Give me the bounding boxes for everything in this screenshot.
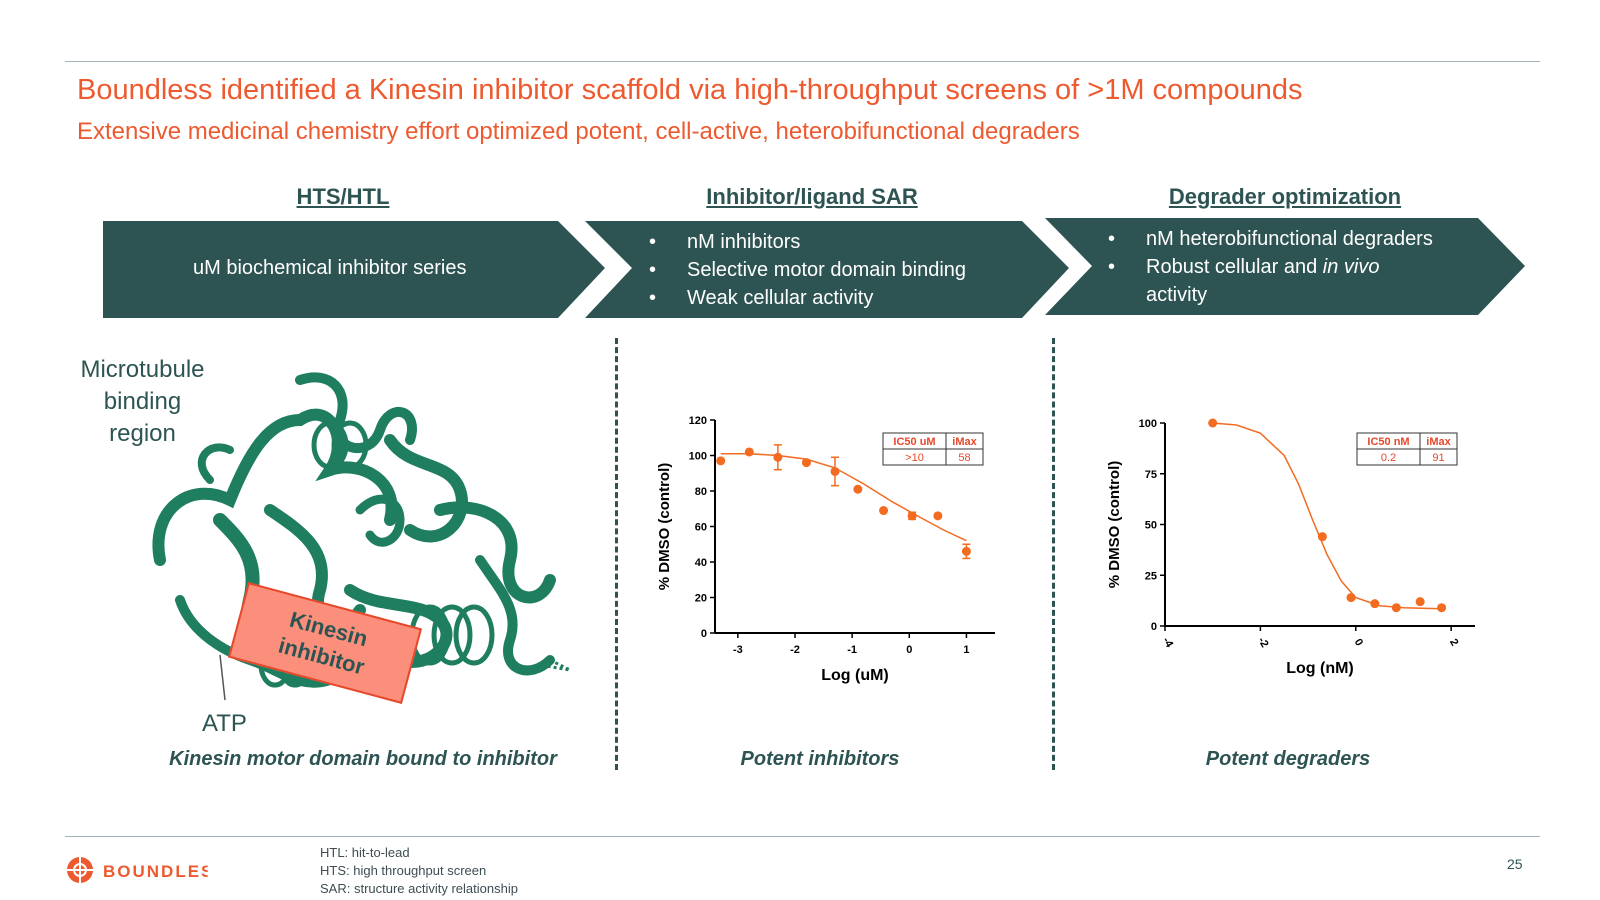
separator-dashed — [1052, 338, 1055, 770]
slide-title: Boundless identified a Kinesin inhibitor… — [77, 74, 1303, 106]
atp-label: ATP — [202, 710, 247, 737]
data-point — [1208, 418, 1218, 428]
x-tick-label: -4 — [1160, 635, 1176, 650]
bottom-rule — [65, 836, 1540, 837]
ic50-table-value: 58 — [958, 452, 970, 464]
x-tick-label: -2 — [790, 644, 800, 656]
x-tick-label: 2 — [1447, 637, 1460, 648]
data-point — [801, 458, 811, 468]
chevron-text-degrader: nM heterobifunctional degraders Robust c… — [1104, 225, 1433, 309]
y-tick-label: 50 — [1145, 520, 1157, 532]
ic50-table-header: iMax — [952, 436, 977, 448]
data-point — [1437, 603, 1447, 613]
chevron-text-hts: uM biochemical inhibitor series — [193, 257, 466, 280]
y-tick-label: 20 — [695, 593, 707, 605]
ic50-table-value: 0.2 — [1381, 452, 1396, 464]
sar-item: nM inhibitors — [645, 228, 966, 256]
x-tick-label: 0 — [1352, 637, 1365, 648]
y-tick-label: 100 — [1139, 418, 1157, 430]
data-point — [853, 484, 863, 494]
y-tick-label: 25 — [1145, 570, 1157, 582]
kinesin-protein-structure — [152, 372, 571, 701]
degrader-dose-response-chart: 0 25 50 75 100 -4 -2 0 2 Log (nM) % DMSO (control)… — [1106, 418, 1475, 677]
stage-heading-degrader: Degrader optimization — [1168, 184, 1402, 209]
ic50-table-value: 91 — [1432, 452, 1444, 464]
y-axis-label: % DMSO (control) — [656, 463, 673, 591]
y-tick-label: 0 — [1151, 621, 1157, 633]
ic50-table-header: IC50 uM — [893, 436, 935, 448]
caption-inhibitors: Potent inhibitors — [740, 748, 900, 770]
caption-degraders: Potent degraders — [1205, 748, 1371, 770]
data-point — [1317, 532, 1327, 542]
data-point — [1415, 597, 1425, 607]
ic50-table-header: iMax — [1426, 436, 1451, 448]
data-point — [773, 452, 783, 462]
y-tick-label: 120 — [689, 415, 707, 427]
caption-protein: Kinesin motor domain bound to inhibitor — [169, 748, 557, 770]
data-point — [744, 447, 754, 457]
sar-item: Selective motor domain binding — [645, 256, 966, 284]
ic50-table-value: >10 — [905, 452, 924, 464]
hts-item: uM biochemical inhibitor series — [193, 257, 467, 279]
x-tick-label: 1 — [963, 644, 969, 656]
y-axis-label: % DMSO (control) — [1106, 461, 1123, 589]
x-tick-label: -3 — [733, 644, 743, 656]
separator-dashed — [615, 338, 618, 770]
page-number: 25 — [1507, 856, 1523, 872]
degrader-item: nM heterobifunctional degraders — [1104, 225, 1433, 253]
y-tick-label: 60 — [695, 522, 707, 534]
boundless-logo-text: BOUNDLESS — [103, 862, 228, 881]
top-rule — [65, 61, 1540, 62]
y-tick-label: 100 — [689, 451, 707, 463]
x-tick-label: 0 — [906, 644, 912, 656]
slide-subtitle: Extensive medicinal chemistry effort opt… — [77, 118, 1080, 145]
chevron-hts — [103, 221, 605, 318]
data-point — [1370, 599, 1380, 609]
data-point — [907, 511, 917, 521]
x-tick-label: -1 — [847, 644, 857, 656]
y-tick-label: 75 — [1145, 469, 1157, 481]
stage-heading-hts: HTS/HTL — [296, 184, 390, 209]
y-tick-label: 80 — [695, 486, 707, 498]
data-point — [961, 546, 971, 556]
x-axis-label: Log (uM) — [821, 667, 889, 684]
sar-item: Weak cellular activity — [645, 284, 966, 312]
data-point — [830, 466, 840, 476]
data-point — [1391, 603, 1401, 613]
fit-curve — [720, 452, 967, 542]
footnotes: HTL: hit-to-lead HTS: high throughput sc… — [320, 845, 518, 896]
stage-heading-sar: Inhibitor/ligand SAR — [706, 184, 918, 209]
data-point — [716, 456, 726, 466]
data-point — [933, 511, 943, 521]
inhibitor-dose-response-chart: 0 20 40 60 80 100 120 -3 -2 -1 0 1 Log (uM) % DMSO (c… — [656, 415, 995, 684]
ic50-table-header: IC50 nM — [1367, 436, 1409, 448]
data-point — [879, 506, 889, 516]
data-point — [1346, 593, 1356, 603]
chevron-text-sar: nM inhibitors Selective motor domain bin… — [645, 228, 966, 312]
y-tick-label: 0 — [701, 628, 707, 640]
x-axis-label: Log (nM) — [1286, 660, 1354, 677]
y-tick-label: 40 — [695, 557, 707, 569]
x-tick-label: -2 — [1255, 635, 1270, 649]
microtubule-label: Microtubule binding region — [80, 356, 205, 447]
boundless-logo-icon — [67, 857, 93, 883]
